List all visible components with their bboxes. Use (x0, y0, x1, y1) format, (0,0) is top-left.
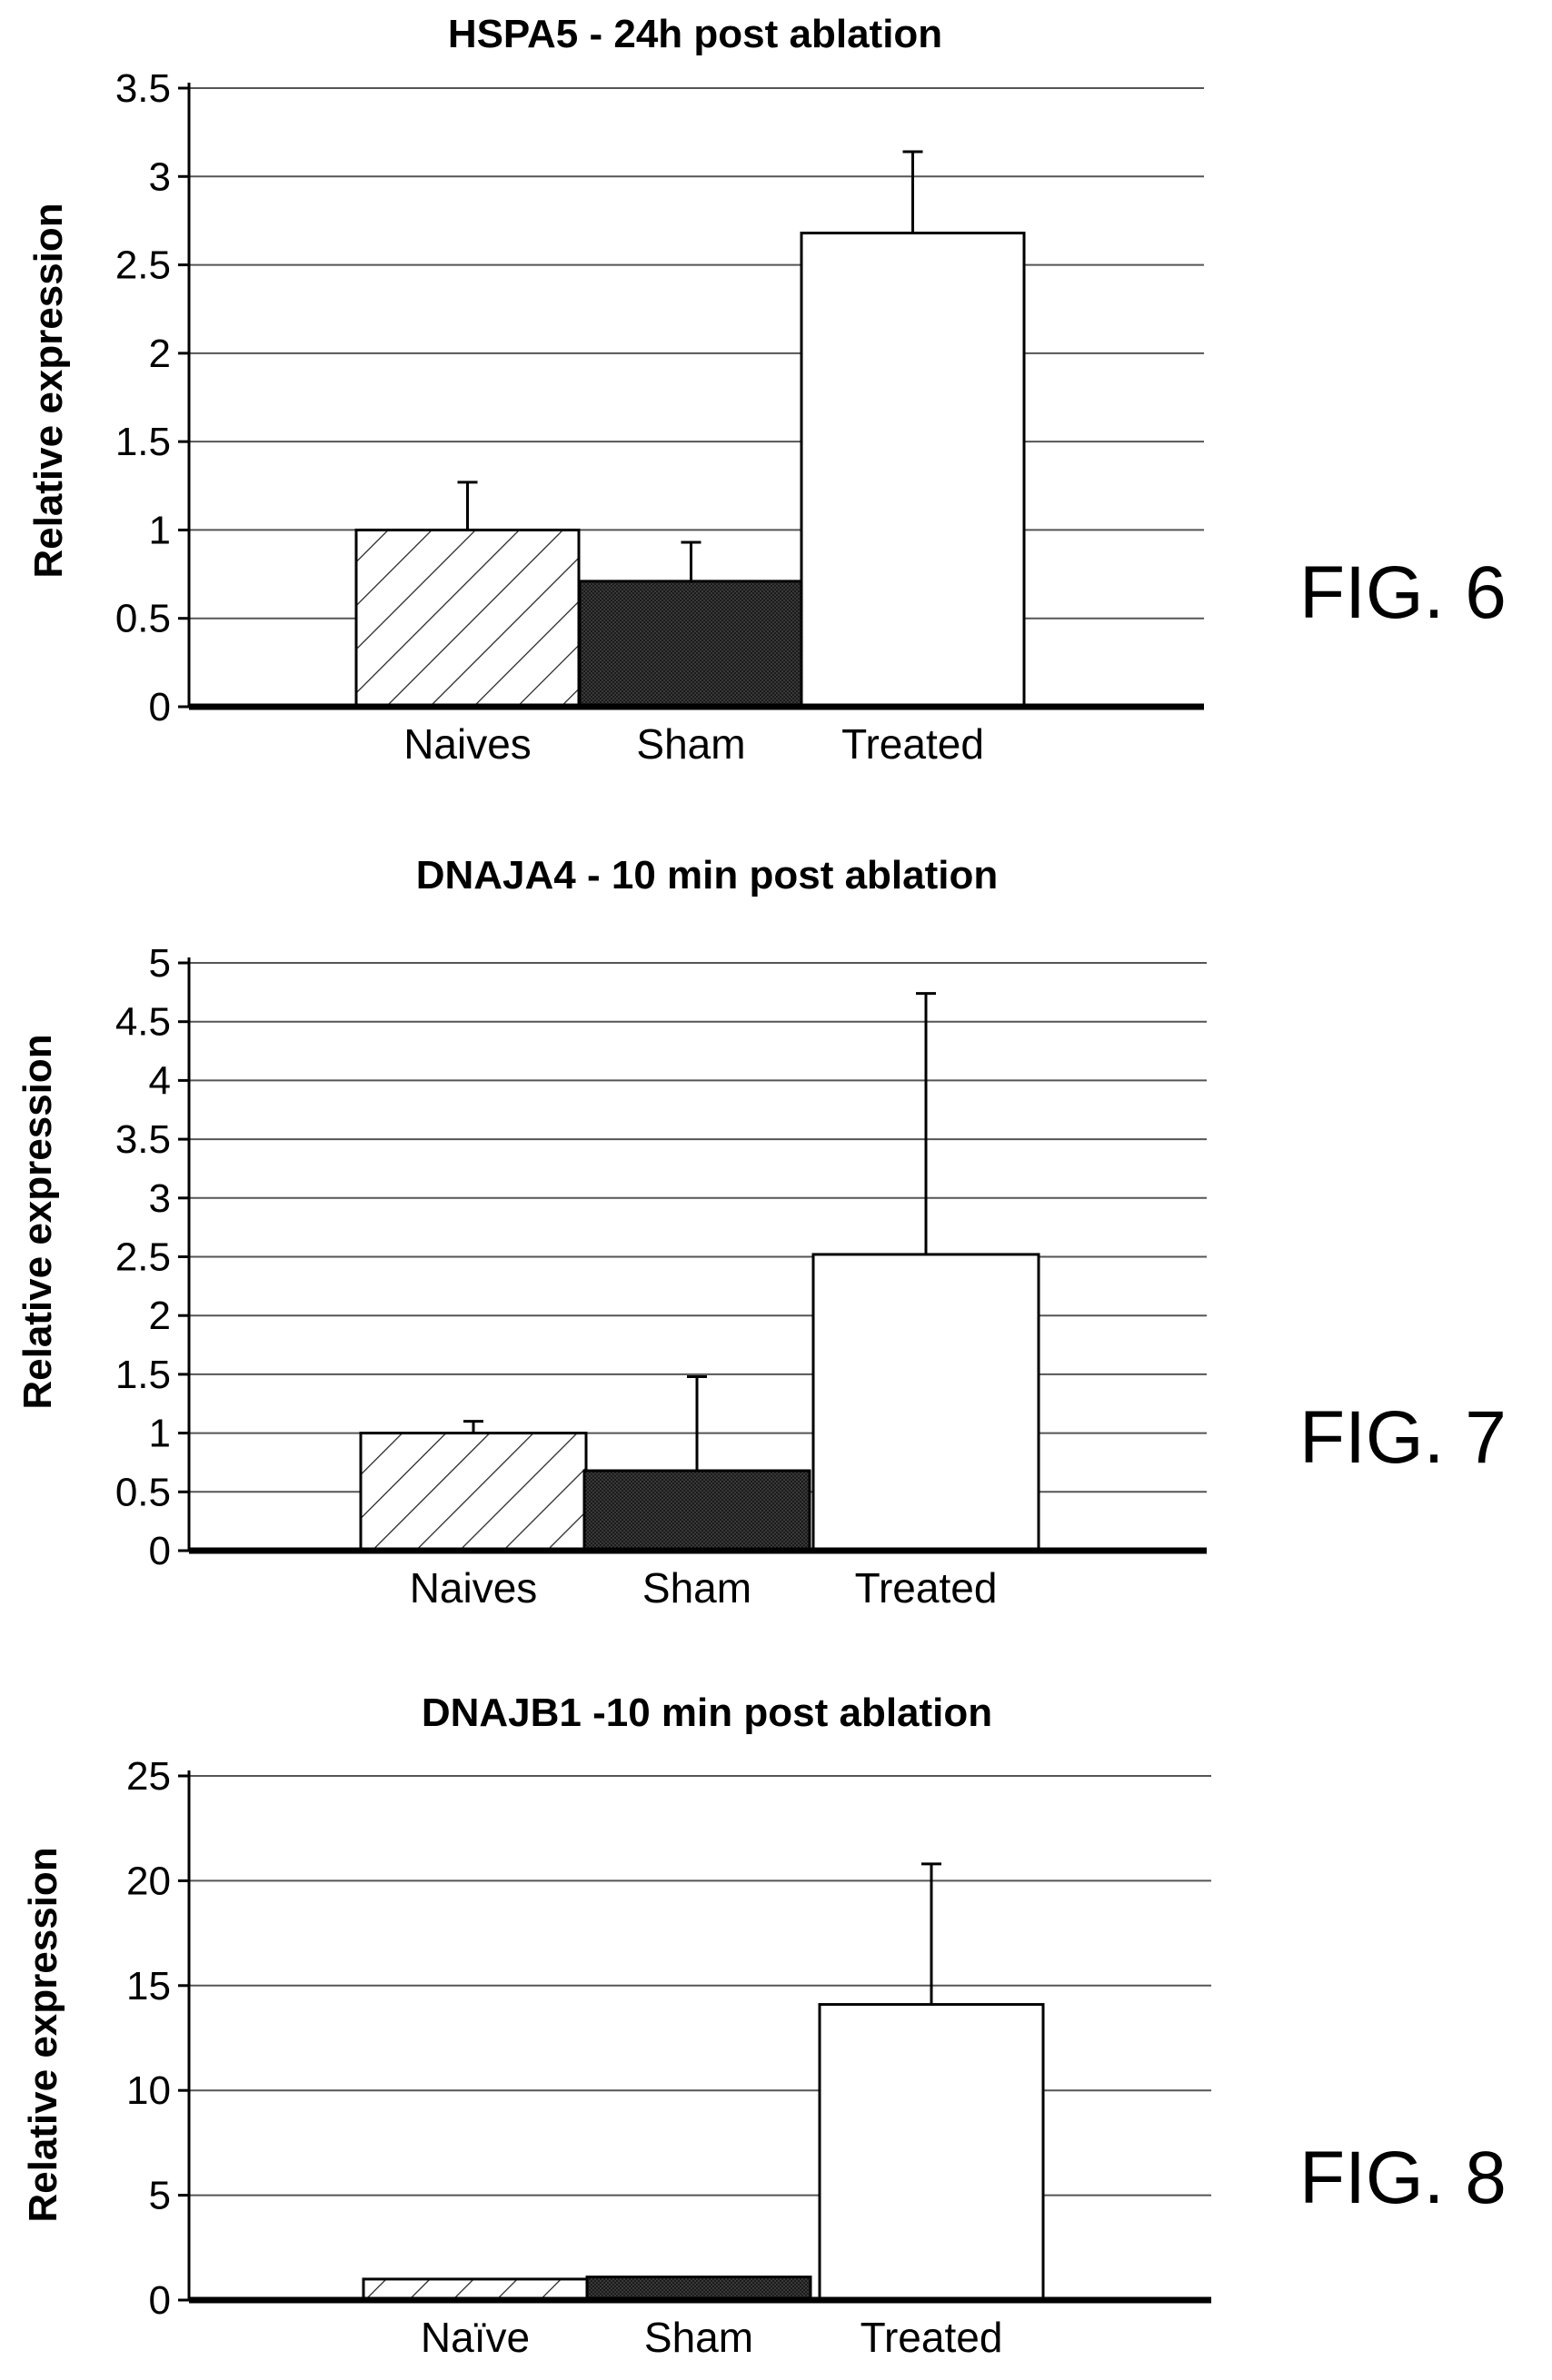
grid-layer (189, 87, 1204, 620)
y-tick-label: 0 (149, 2278, 171, 2323)
y-tick-label: 2 (149, 332, 171, 376)
x-tick-label: Treated (861, 2314, 1003, 2361)
y-tick-label: 15 (126, 1964, 171, 2008)
x-tick-label: Naives (403, 720, 532, 768)
error-layer (463, 992, 936, 1472)
y-tick-label: 0 (149, 685, 171, 729)
bar-sham (582, 1469, 811, 1552)
x-tick-label: Sham (644, 2314, 753, 2361)
y-tick-label: 2.5 (115, 1235, 171, 1280)
x-tick-label: Treated (841, 720, 984, 768)
y-tick-label: 10 (126, 2068, 171, 2113)
grid-layer (189, 1775, 1211, 2197)
x-tick-layer: Naives Sham Treated (403, 720, 984, 768)
chart-fig-7: DNAJA4 - 10 min post ablation Relative e… (15, 853, 1507, 1611)
x-tick-label: Sham (636, 720, 745, 768)
y-tick-label: 4.5 (115, 1000, 171, 1045)
y-tick-label: 3.5 (115, 1117, 171, 1162)
bar-layer (354, 232, 1026, 709)
y-tick-label: 2 (149, 1294, 171, 1338)
x-tick-label: Treated (855, 1564, 998, 1611)
chart-title: DNAJB1 -10 min post ablation (422, 1691, 992, 1735)
bar-treated (811, 1253, 1040, 1552)
y-axis-label: Relative expression (26, 203, 71, 578)
y-tick-label: 4 (149, 1058, 171, 1103)
y-tick-label: 0 (149, 1529, 171, 1573)
y-tick-label: 3.5 (115, 66, 171, 111)
error-layer (921, 1862, 941, 2005)
x-tick-label: Naïve (421, 2314, 530, 2361)
bar-layer (362, 2003, 1045, 2302)
y-axis-label: Relative expression (15, 1034, 60, 1409)
y-tick-label: 3 (149, 1176, 171, 1221)
chart-fig-6: HSPA5 - 24h post ablation Relative expre… (26, 12, 1507, 768)
y-tick-label: 0.5 (115, 1470, 171, 1514)
y-tick-label: 1 (149, 1412, 171, 1456)
bar-treated (800, 232, 1026, 709)
bar-sham (578, 580, 804, 709)
x-tick-layer: Naïve Sham Treated (421, 2314, 1003, 2361)
chart-title: HSPA5 - 24h post ablation (448, 12, 942, 56)
figure-label: FIG. 8 (1299, 2137, 1507, 2219)
axis-layer (187, 1770, 1211, 2304)
chart-title: DNAJA4 - 10 min post ablation (416, 853, 999, 897)
bar-layer (359, 1253, 1040, 1552)
bar-naives (354, 528, 581, 709)
chart-fig-8: DNAJB1 -10 min post ablation Relative ex… (21, 1691, 1507, 2361)
figure-label: FIG. 7 (1299, 1396, 1507, 1479)
x-tick-label: Naives (410, 1564, 538, 1611)
y-tick-label: 1.5 (115, 1353, 171, 1397)
axis-layer (187, 957, 1207, 1554)
axis-layer (187, 83, 1204, 710)
y-tick-layer: 0 0.5 1 1.5 2 2.5 3 3.5 4 4.5 5 (115, 941, 189, 1573)
y-tick-layer: 0 0.5 1 1.5 2 2.5 3 3.5 (115, 66, 189, 729)
y-tick-label: 1 (149, 508, 171, 552)
y-tick-label: 5 (149, 941, 171, 986)
y-tick-label: 0.5 (115, 597, 171, 641)
y-tick-label: 5 (149, 2174, 171, 2218)
y-tick-label: 3 (149, 154, 171, 199)
y-tick-label: 25 (126, 1754, 171, 1799)
x-tick-layer: Naives Sham Treated (410, 1564, 998, 1611)
x-tick-label: Sham (642, 1564, 751, 1611)
y-axis-label: Relative expression (21, 1847, 65, 2222)
error-layer (457, 150, 923, 581)
y-tick-layer: 0 5 10 15 20 25 (126, 1754, 189, 2323)
y-tick-label: 2.5 (115, 243, 171, 288)
bar-naives (359, 1432, 588, 1552)
bar-sham (585, 2276, 812, 2302)
y-tick-label: 20 (126, 1859, 171, 1903)
y-tick-label: 1.5 (115, 420, 171, 464)
figure-label: FIG. 6 (1299, 551, 1507, 634)
bar-treated (818, 2003, 1045, 2302)
